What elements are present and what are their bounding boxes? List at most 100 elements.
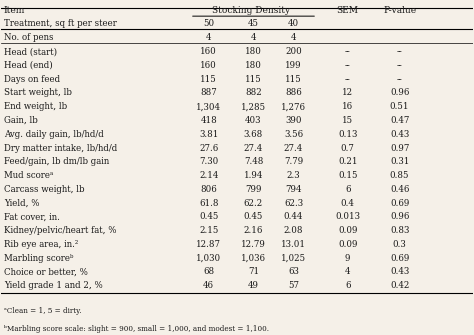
- Text: 2.16: 2.16: [244, 226, 263, 235]
- Text: 2.14: 2.14: [199, 171, 219, 180]
- Text: 0.15: 0.15: [338, 171, 357, 180]
- Text: 0.45: 0.45: [244, 212, 263, 221]
- Text: 0.85: 0.85: [390, 171, 410, 180]
- Text: 3.81: 3.81: [199, 130, 219, 139]
- Text: 0.43: 0.43: [390, 130, 409, 139]
- Text: 0.96: 0.96: [390, 88, 409, 97]
- Text: 7.48: 7.48: [244, 157, 263, 166]
- Text: 3.56: 3.56: [284, 130, 303, 139]
- Text: 0.42: 0.42: [390, 281, 409, 290]
- Text: 0.46: 0.46: [390, 185, 409, 194]
- Text: 403: 403: [245, 116, 262, 125]
- Text: 68: 68: [203, 267, 214, 276]
- Text: 12: 12: [342, 88, 353, 97]
- Text: 1,276: 1,276: [281, 102, 306, 111]
- Text: Start weight, lb: Start weight, lb: [4, 88, 72, 97]
- Text: Item: Item: [4, 5, 25, 14]
- Text: Mud scoreᵃ: Mud scoreᵃ: [4, 171, 53, 180]
- Text: Marbling scoreᵇ: Marbling scoreᵇ: [4, 254, 73, 263]
- Text: Dry matter intake, lb/hd/d: Dry matter intake, lb/hd/d: [4, 143, 117, 152]
- Text: 16: 16: [342, 102, 353, 111]
- Text: 418: 418: [201, 116, 217, 125]
- Text: 45: 45: [248, 19, 259, 27]
- Text: 0.43: 0.43: [390, 267, 409, 276]
- Text: 0.51: 0.51: [390, 102, 410, 111]
- Text: 0.45: 0.45: [199, 212, 219, 221]
- Text: 50: 50: [203, 19, 214, 27]
- Text: Avg. daily gain, lb/hd/d: Avg. daily gain, lb/hd/d: [4, 130, 103, 139]
- Text: Days on feed: Days on feed: [4, 75, 60, 84]
- Text: Yield, %: Yield, %: [4, 199, 39, 208]
- Text: 1,025: 1,025: [281, 254, 306, 263]
- Text: 390: 390: [285, 116, 302, 125]
- Text: 1,304: 1,304: [196, 102, 221, 111]
- Text: 62.2: 62.2: [244, 199, 263, 208]
- Text: Choice or better, %: Choice or better, %: [4, 267, 88, 276]
- Text: 61.8: 61.8: [199, 199, 219, 208]
- Text: 0.4: 0.4: [341, 199, 355, 208]
- Text: --: --: [397, 75, 402, 84]
- Text: 4: 4: [206, 34, 211, 42]
- Text: 57: 57: [288, 281, 299, 290]
- Text: 806: 806: [201, 185, 217, 194]
- Text: 0.3: 0.3: [392, 240, 406, 249]
- Text: 4: 4: [291, 34, 296, 42]
- Text: 0.31: 0.31: [390, 157, 409, 166]
- Text: 0.13: 0.13: [338, 130, 357, 139]
- Text: --: --: [345, 75, 351, 84]
- Text: 2.15: 2.15: [199, 226, 219, 235]
- Text: 15: 15: [342, 116, 353, 125]
- Text: 0.44: 0.44: [284, 212, 303, 221]
- Text: Treatment, sq ft per steer: Treatment, sq ft per steer: [4, 19, 117, 27]
- Text: Head (start): Head (start): [4, 47, 57, 56]
- Text: 794: 794: [285, 185, 302, 194]
- Text: 0.013: 0.013: [335, 212, 360, 221]
- Text: 3.68: 3.68: [244, 130, 263, 139]
- Text: --: --: [397, 47, 402, 56]
- Text: 27.6: 27.6: [199, 143, 219, 152]
- Text: 62.3: 62.3: [284, 199, 303, 208]
- Text: --: --: [345, 61, 351, 70]
- Text: 9: 9: [345, 254, 350, 263]
- Text: P-value: P-value: [383, 5, 416, 14]
- Text: 882: 882: [245, 88, 262, 97]
- Text: 12.87: 12.87: [196, 240, 221, 249]
- Text: 13.01: 13.01: [281, 240, 306, 249]
- Text: ᵇMarbling score scale: slight = 900, small = 1,000, and modest = 1,100.: ᵇMarbling score scale: slight = 900, sma…: [4, 325, 269, 333]
- Text: 49: 49: [248, 281, 259, 290]
- Text: 0.09: 0.09: [338, 240, 357, 249]
- Text: 1.94: 1.94: [244, 171, 263, 180]
- Text: 46: 46: [203, 281, 214, 290]
- Text: 4: 4: [345, 267, 350, 276]
- Text: 160: 160: [201, 61, 217, 70]
- Text: Yield grade 1 and 2, %: Yield grade 1 and 2, %: [4, 281, 102, 290]
- Text: 799: 799: [245, 185, 262, 194]
- Text: 1,030: 1,030: [196, 254, 221, 263]
- Text: No. of pens: No. of pens: [4, 34, 53, 42]
- Text: 12.79: 12.79: [241, 240, 266, 249]
- Text: --: --: [397, 61, 402, 70]
- Text: 0.21: 0.21: [338, 157, 357, 166]
- Text: 6: 6: [345, 185, 350, 194]
- Text: 1,285: 1,285: [241, 102, 266, 111]
- Text: 0.7: 0.7: [341, 143, 355, 152]
- Text: 0.83: 0.83: [390, 226, 409, 235]
- Text: 199: 199: [285, 61, 302, 70]
- Text: 1,036: 1,036: [241, 254, 266, 263]
- Text: 886: 886: [285, 88, 302, 97]
- Text: Kidney/pelvic/heart fat, %: Kidney/pelvic/heart fat, %: [4, 226, 116, 235]
- Text: SEM: SEM: [337, 5, 359, 14]
- Text: Feed/gain, lb dm/lb gain: Feed/gain, lb dm/lb gain: [4, 157, 109, 166]
- Text: 0.69: 0.69: [390, 254, 409, 263]
- Text: Stocking Density: Stocking Density: [212, 5, 290, 14]
- Text: --: --: [345, 47, 351, 56]
- Text: 115: 115: [201, 75, 217, 84]
- Text: Rib eye area, in.²: Rib eye area, in.²: [4, 240, 78, 249]
- Text: End weight, lb: End weight, lb: [4, 102, 67, 111]
- Text: 200: 200: [285, 47, 302, 56]
- Text: 71: 71: [248, 267, 259, 276]
- Text: 2.3: 2.3: [287, 171, 301, 180]
- Text: 0.96: 0.96: [390, 212, 409, 221]
- Text: Carcass weight, lb: Carcass weight, lb: [4, 185, 84, 194]
- Text: 0.97: 0.97: [390, 143, 409, 152]
